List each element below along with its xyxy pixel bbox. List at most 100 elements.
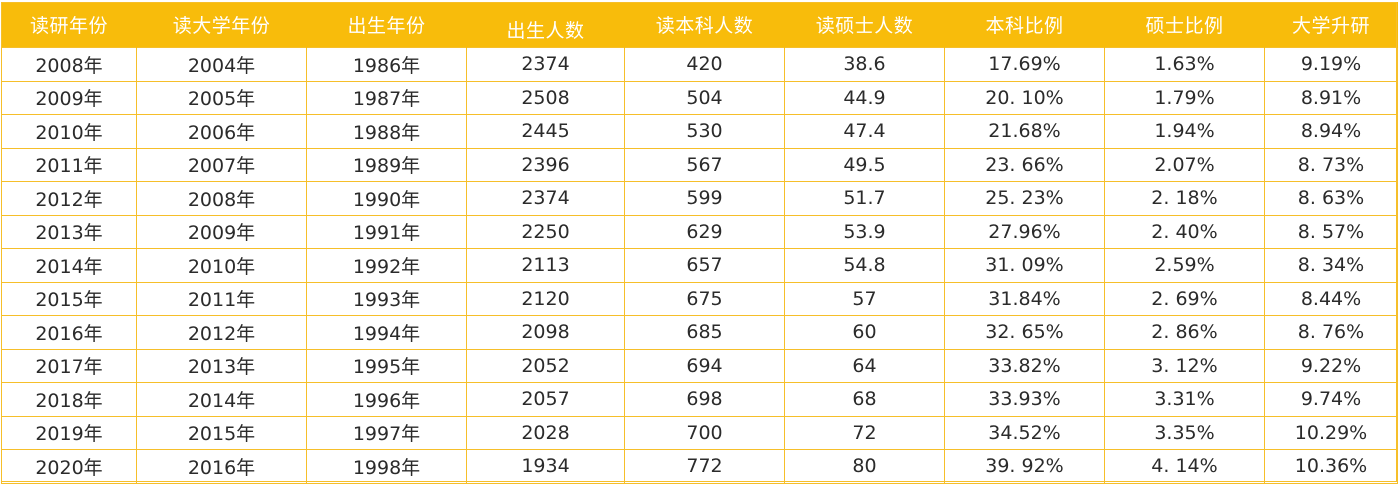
table-row: 2011年 2007年 1989年 2396 567 49.5 23. 66% 2.07% 8.… bbox=[1, 147, 1398, 182]
births-cell: 2508 bbox=[466, 80, 625, 115]
undergrad-ratio-cell: 39. 92% bbox=[944, 449, 1105, 484]
undergrad-ratio-cell: 33.82% bbox=[944, 348, 1105, 383]
master-ratio-cell: 4. 14% bbox=[1104, 449, 1265, 484]
master-ratio-cell: 2. 86% bbox=[1104, 315, 1265, 350]
master-ratio-cell: 3.35% bbox=[1104, 415, 1265, 450]
progression-rate-cell: 9.19% bbox=[1264, 47, 1398, 82]
grad-year-cell: 2009年 bbox=[1, 80, 137, 115]
master-count-cell: 54.8 bbox=[784, 248, 945, 283]
header-master-ratio: 硕士比例 bbox=[1104, 2, 1265, 48]
birth-year-cell: 1993年 bbox=[306, 281, 467, 316]
grad-year-cell: 2018年 bbox=[1, 382, 137, 417]
master-count-cell: 53.9 bbox=[784, 214, 945, 249]
births-cell: 2098 bbox=[466, 315, 625, 350]
header-college-year: 读大学年份 bbox=[136, 2, 307, 48]
birth-year-cell: 1995年 bbox=[306, 348, 467, 383]
progression-rate-cell: 8. 76% bbox=[1264, 315, 1398, 350]
college-year-cell: 2006年 bbox=[136, 114, 307, 149]
header-grad-year: 读研年份 bbox=[1, 2, 137, 48]
progression-rate-cell: 8. 57% bbox=[1264, 214, 1398, 249]
grad-year-cell: 2011年 bbox=[1, 147, 137, 182]
progression-rate-cell: 8. 34% bbox=[1264, 248, 1398, 283]
birth-year-cell: 1990年 bbox=[306, 181, 467, 216]
college-year-cell: 2014年 bbox=[136, 382, 307, 417]
grad-year-cell: 2020年 bbox=[1, 449, 137, 484]
master-ratio-cell: 1.79% bbox=[1104, 80, 1265, 115]
table-row: 2010年 2006年 1988年 2445 530 47.4 21.68% 1.94% 8.9… bbox=[1, 114, 1398, 149]
header-births: 出生人数 bbox=[466, 2, 625, 48]
undergrad-ratio-cell: 31. 09% bbox=[944, 248, 1105, 283]
master-count-cell: 60 bbox=[784, 315, 945, 350]
births-cell: 2120 bbox=[466, 281, 625, 316]
undergrad-count-cell: 657 bbox=[624, 248, 785, 283]
undergrad-ratio-cell: 32. 65% bbox=[944, 315, 1105, 350]
master-ratio-cell: 2.59% bbox=[1104, 248, 1265, 283]
college-year-cell: 2016年 bbox=[136, 449, 307, 484]
table-row: 2014年 2010年 1992年 2113 657 54.8 31. 09% 2.59% 8.… bbox=[1, 248, 1398, 283]
undergrad-count-cell: 675 bbox=[624, 281, 785, 316]
undergrad-count-cell: 685 bbox=[624, 315, 785, 350]
undergrad-count-cell: 599 bbox=[624, 181, 785, 216]
undergrad-ratio-cell: 31.84% bbox=[944, 281, 1105, 316]
births-cell: 2396 bbox=[466, 147, 625, 182]
births-cell: 1934 bbox=[466, 449, 625, 484]
header-master-count: 读硕士人数 bbox=[784, 2, 945, 48]
grad-year-cell: 2015年 bbox=[1, 281, 137, 316]
table-row: 2017年 2013年 1995年 2052 694 64 33.82% 3. 12% 9.22… bbox=[1, 348, 1398, 383]
progression-rate-cell: 8.91% bbox=[1264, 80, 1398, 115]
college-year-cell: 2004年 bbox=[136, 47, 307, 82]
birth-year-cell: 1998年 bbox=[306, 449, 467, 484]
master-ratio-cell: 2. 69% bbox=[1104, 281, 1265, 316]
undergrad-count-cell: 698 bbox=[624, 382, 785, 417]
grad-year-cell: 2012年 bbox=[1, 181, 137, 216]
grad-year-cell: 2014年 bbox=[1, 248, 137, 283]
births-cell: 2374 bbox=[466, 181, 625, 216]
undergrad-count-cell: 504 bbox=[624, 80, 785, 115]
grad-year-cell: 2017年 bbox=[1, 348, 137, 383]
births-cell: 2374 bbox=[466, 47, 625, 82]
college-year-cell: 2015年 bbox=[136, 415, 307, 450]
header-birth-year: 出生年份 bbox=[306, 2, 467, 48]
undergrad-ratio-cell: 34.52% bbox=[944, 415, 1105, 450]
header-progression-rate: 大学升研 bbox=[1264, 2, 1398, 48]
header-undergrad-count: 读本科人数 bbox=[624, 2, 785, 48]
college-year-cell: 2013年 bbox=[136, 348, 307, 383]
grad-year-cell: 2013年 bbox=[1, 214, 137, 249]
master-ratio-cell: 2. 18% bbox=[1104, 181, 1265, 216]
table-row: 2018年 2014年 1996年 2057 698 68 33.93% 3.31% 9.74% bbox=[1, 382, 1398, 417]
master-count-cell: 72 bbox=[784, 415, 945, 450]
college-year-cell: 2009年 bbox=[136, 214, 307, 249]
master-ratio-cell: 1.63% bbox=[1104, 47, 1265, 82]
undergrad-count-cell: 700 bbox=[624, 415, 785, 450]
master-count-cell: 44.9 bbox=[784, 80, 945, 115]
undergrad-ratio-cell: 25. 23% bbox=[944, 181, 1105, 216]
undergrad-count-cell: 694 bbox=[624, 348, 785, 383]
birth-year-cell: 1989年 bbox=[306, 147, 467, 182]
undergrad-count-cell: 629 bbox=[624, 214, 785, 249]
birth-year-cell: 1987年 bbox=[306, 80, 467, 115]
undergrad-count-cell: 530 bbox=[624, 114, 785, 149]
undergrad-ratio-cell: 21.68% bbox=[944, 114, 1105, 149]
undergrad-ratio-cell: 33.93% bbox=[944, 382, 1105, 417]
birth-year-cell: 1991年 bbox=[306, 214, 467, 249]
table-row: 2020年 2016年 1998年 1934 772 80 39. 92% 4. 14% 10.… bbox=[1, 449, 1398, 484]
table-row: 2008年 2004年 1986年 2374 420 38.6 17.69% 1.63% 9.1… bbox=[1, 47, 1398, 82]
progression-rate-cell: 8.94% bbox=[1264, 114, 1398, 149]
undergrad-ratio-cell: 17.69% bbox=[944, 47, 1105, 82]
grad-year-cell: 2016年 bbox=[1, 315, 137, 350]
college-year-cell: 2008年 bbox=[136, 181, 307, 216]
master-count-cell: 38.6 bbox=[784, 47, 945, 82]
birth-year-cell: 1997年 bbox=[306, 415, 467, 450]
college-year-cell: 2012年 bbox=[136, 315, 307, 350]
master-ratio-cell: 2.07% bbox=[1104, 147, 1265, 182]
progression-rate-cell: 8.44% bbox=[1264, 281, 1398, 316]
progression-rate-cell: 10.29% bbox=[1264, 415, 1398, 450]
undergrad-count-cell: 420 bbox=[624, 47, 785, 82]
header-undergrad-ratio: 本科比例 bbox=[944, 2, 1105, 48]
progression-rate-cell: 8. 73% bbox=[1264, 147, 1398, 182]
progression-rate-cell: 10.36% bbox=[1264, 449, 1398, 484]
undergrad-ratio-cell: 20. 10% bbox=[944, 80, 1105, 115]
progression-rate-cell: 9.74% bbox=[1264, 382, 1398, 417]
college-year-cell: 2010年 bbox=[136, 248, 307, 283]
master-count-cell: 57 bbox=[784, 281, 945, 316]
